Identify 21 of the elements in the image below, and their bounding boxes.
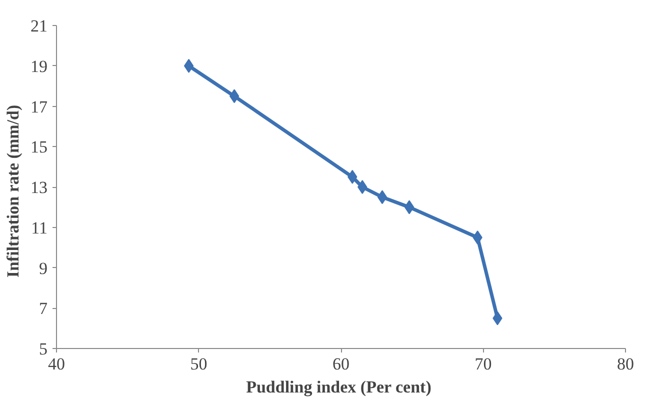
x-axis-title: Puddling index (Per cent) bbox=[246, 378, 432, 396]
x-tick-label: 40 bbox=[48, 354, 65, 374]
y-tick-label: 5 bbox=[39, 340, 48, 358]
y-tick-label: 21 bbox=[30, 16, 48, 36]
x-tick-label: 50 bbox=[190, 354, 208, 374]
y-tick-label: 17 bbox=[30, 97, 48, 116]
point bbox=[229, 89, 240, 104]
x-tick-label: 80 bbox=[617, 354, 634, 374]
x-tick-label: 60 bbox=[332, 354, 350, 374]
point bbox=[358, 180, 368, 194]
point bbox=[377, 190, 388, 204]
y-tick-label: 15 bbox=[30, 138, 48, 157]
y-tick-label: 7 bbox=[39, 299, 48, 318]
y-tick-label: 11 bbox=[31, 218, 48, 238]
y-tick-label: 9 bbox=[39, 258, 48, 278]
y-tick-label: 13 bbox=[30, 178, 48, 197]
y-axis-title: Infiltration rate (mm/d) bbox=[4, 104, 22, 278]
x-tick-label: 70 bbox=[474, 354, 492, 374]
point bbox=[404, 200, 414, 214]
y-tick-label: 19 bbox=[30, 56, 48, 76]
point bbox=[184, 58, 194, 73]
